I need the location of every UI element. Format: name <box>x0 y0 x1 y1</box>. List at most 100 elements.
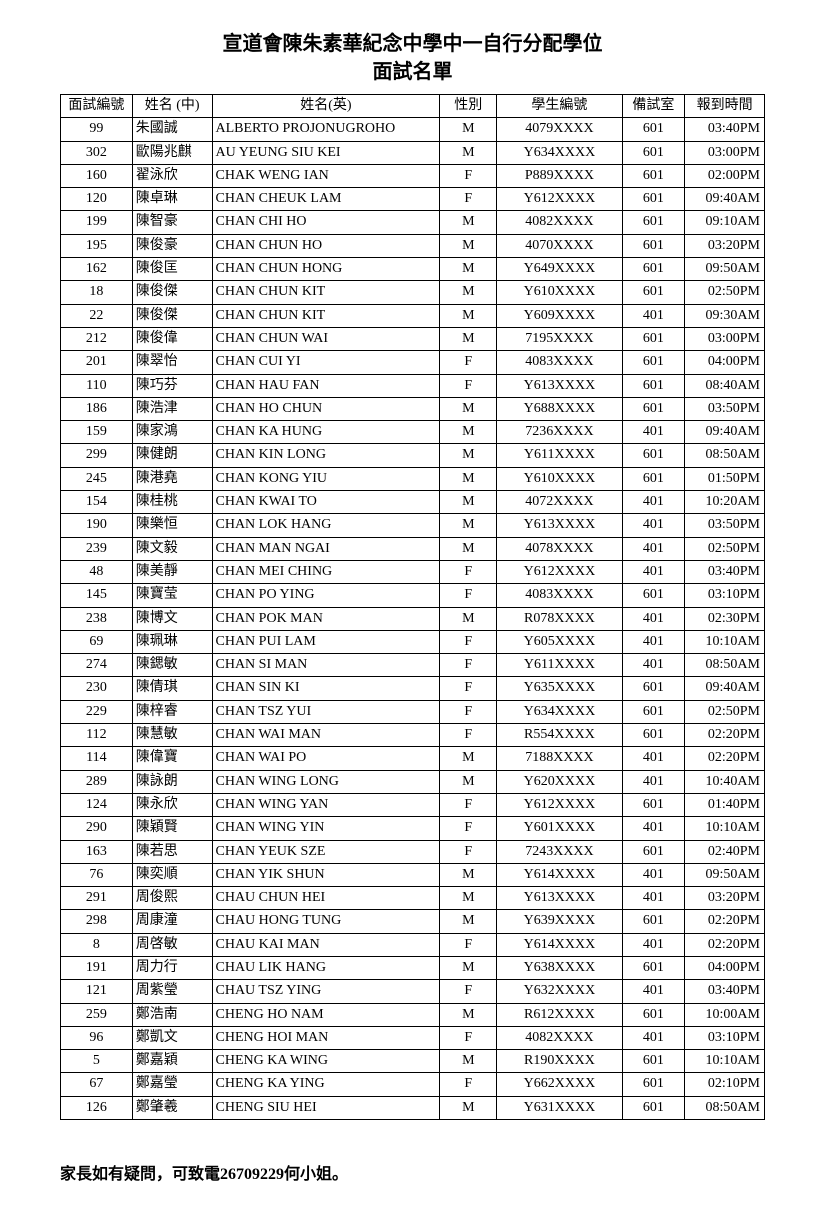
table-cell: 陳若思 <box>132 840 212 863</box>
table-cell: 02:20PM <box>685 910 765 933</box>
table-cell: CHAN LOK HANG <box>212 514 440 537</box>
table-cell: 陳美靜 <box>132 560 212 583</box>
table-cell: R190XXXX <box>497 1050 622 1073</box>
table-cell: 03:00PM <box>685 141 765 164</box>
table-cell: M <box>440 141 497 164</box>
table-cell: 238 <box>61 607 133 630</box>
table-cell: 67 <box>61 1073 133 1096</box>
table-cell: Y611XXXX <box>497 654 622 677</box>
table-cell: 陳卓琳 <box>132 188 212 211</box>
table-cell: 陳港堯 <box>132 467 212 490</box>
table-cell: 02:40PM <box>685 840 765 863</box>
table-cell: 陳翠怡 <box>132 351 212 374</box>
table-row: 159陳家鴻CHAN KA HUNGM7236XXXX40109:40AM <box>61 421 765 444</box>
table-cell: M <box>440 467 497 490</box>
table-cell: 陳樂恒 <box>132 514 212 537</box>
table-cell: ALBERTO PROJONUGROHO <box>212 118 440 141</box>
table-row: 120陳卓琳CHAN CHEUK LAMFY612XXXX60109:40AM <box>61 188 765 211</box>
table-row: 199陳智豪CHAN CHI HOM4082XXXX60109:10AM <box>61 211 765 234</box>
table-cell: M <box>440 956 497 979</box>
table-cell: Y614XXXX <box>497 933 622 956</box>
table-cell: 陳偉寶 <box>132 747 212 770</box>
table-cell: 陳永欣 <box>132 793 212 816</box>
table-cell: 4082XXXX <box>497 211 622 234</box>
table-cell: CHAN POK MAN <box>212 607 440 630</box>
table-cell: 歐陽兆麒 <box>132 141 212 164</box>
table-cell: CHAN YIK SHUN <box>212 863 440 886</box>
table-cell: CHENG KA YING <box>212 1073 440 1096</box>
table-cell: 陳鍶敏 <box>132 654 212 677</box>
table-cell: 299 <box>61 444 133 467</box>
table-cell: 48 <box>61 560 133 583</box>
table-cell: 601 <box>622 910 685 933</box>
table-cell: Y634XXXX <box>497 141 622 164</box>
table-cell: 7243XXXX <box>497 840 622 863</box>
table-cell: CHENG SIU HEI <box>212 1096 440 1119</box>
table-body: 99朱國誠ALBERTO PROJONUGROHOM4079XXXX60103:… <box>61 118 765 1120</box>
table-cell: M <box>440 747 497 770</box>
table-cell: CHAN CHUN KIT <box>212 281 440 304</box>
table-cell: CHAN CUI YI <box>212 351 440 374</box>
table-cell: R612XXXX <box>497 1003 622 1026</box>
table-cell: CHAN KWAI TO <box>212 491 440 514</box>
table-cell: Y639XXXX <box>497 910 622 933</box>
table-cell: 120 <box>61 188 133 211</box>
table-row: 69陳珮琳CHAN PUI LAMFY605XXXX40110:10AM <box>61 630 765 653</box>
table-cell: 401 <box>622 817 685 840</box>
table-cell: M <box>440 514 497 537</box>
table-cell: M <box>440 537 497 560</box>
table-cell: 245 <box>61 467 133 490</box>
table-row: 110陳巧芬CHAN HAU FANFY613XXXX60108:40AM <box>61 374 765 397</box>
table-cell: 01:50PM <box>685 467 765 490</box>
table-cell: 601 <box>622 164 685 187</box>
table-cell: CHAN MEI CHING <box>212 560 440 583</box>
table-cell: M <box>440 607 497 630</box>
table-row: 195陳俊豪CHAN CHUN HOM4070XXXX60103:20PM <box>61 234 765 257</box>
table-cell: 7236XXXX <box>497 421 622 444</box>
table-cell: CHAN CHEUK LAM <box>212 188 440 211</box>
col-header-id: 面試編號 <box>61 95 133 118</box>
table-cell: R078XXXX <box>497 607 622 630</box>
table-cell: 191 <box>61 956 133 979</box>
table-cell: 145 <box>61 584 133 607</box>
table-row: 191周力行CHAU LIK HANGMY638XXXX60104:00PM <box>61 956 765 979</box>
table-cell: 04:00PM <box>685 956 765 979</box>
table-cell: F <box>440 630 497 653</box>
table-cell: 601 <box>622 956 685 979</box>
table-cell: Y614XXXX <box>497 863 622 886</box>
table-cell: Y649XXXX <box>497 258 622 281</box>
table-row: 67鄭嘉瑩CHENG KA YINGFY662XXXX60102:10PM <box>61 1073 765 1096</box>
table-cell: CHENG KA WING <box>212 1050 440 1073</box>
table-cell: 163 <box>61 840 133 863</box>
table-row: 274陳鍶敏CHAN SI MANFY611XXXX40108:50AM <box>61 654 765 677</box>
table-cell: 03:10PM <box>685 1026 765 1049</box>
table-row: 239陳文毅CHAN MAN NGAIM4078XXXX40102:50PM <box>61 537 765 560</box>
table-cell: CHAN CHI HO <box>212 211 440 234</box>
table-cell: 02:20PM <box>685 724 765 747</box>
table-cell: Y610XXXX <box>497 281 622 304</box>
table-cell: M <box>440 863 497 886</box>
table-cell: 160 <box>61 164 133 187</box>
table-cell: 10:20AM <box>685 491 765 514</box>
table-cell: CHAU CHUN HEI <box>212 887 440 910</box>
table-cell: 陳俊傑 <box>132 281 212 304</box>
table-cell: 601 <box>622 188 685 211</box>
table-cell: F <box>440 654 497 677</box>
table-cell: P889XXXX <box>497 164 622 187</box>
table-cell: 110 <box>61 374 133 397</box>
table-cell: F <box>440 700 497 723</box>
table-cell: 陳博文 <box>132 607 212 630</box>
table-cell: F <box>440 793 497 816</box>
table-row: 212陳俊偉CHAN CHUN WAIM7195XXXX60103:00PM <box>61 327 765 350</box>
table-cell: 601 <box>622 677 685 700</box>
table-cell: 601 <box>622 118 685 141</box>
table-row: 289陳詠朗CHAN WING LONGMY620XXXX40110:40AM <box>61 770 765 793</box>
table-cell: Y688XXXX <box>497 397 622 420</box>
table-cell: CHAN WAI PO <box>212 747 440 770</box>
table-cell: 03:10PM <box>685 584 765 607</box>
table-cell: 周力行 <box>132 956 212 979</box>
table-cell: 陳珮琳 <box>132 630 212 653</box>
table-cell: CHAN SI MAN <box>212 654 440 677</box>
table-cell: 02:00PM <box>685 164 765 187</box>
table-cell: 18 <box>61 281 133 304</box>
